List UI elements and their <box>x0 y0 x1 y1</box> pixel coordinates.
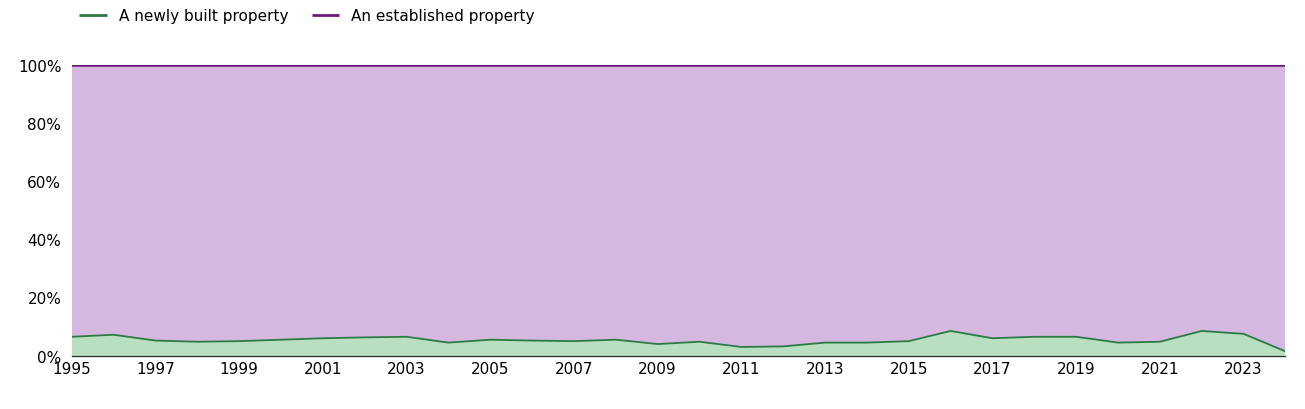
Legend: A newly built property, An established property: A newly built property, An established p… <box>80 9 535 24</box>
